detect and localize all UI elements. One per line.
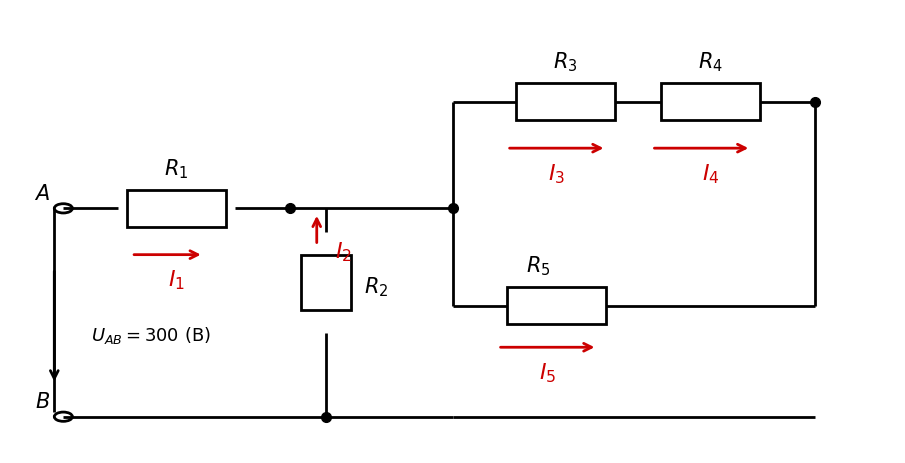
Text: $I_1$: $I_1$ (168, 269, 185, 292)
Bar (300, 255, 350, 310)
Text: $U_{AB} = 300\ (\text{В})$: $U_{AB} = 300\ (\text{В})$ (90, 325, 211, 346)
Text: $I_5$: $I_5$ (539, 361, 556, 385)
Bar (661, 83, 760, 120)
Text: $R_4$: $R_4$ (698, 50, 723, 74)
Text: $R_2$: $R_2$ (364, 275, 388, 299)
Text: B: B (35, 392, 50, 412)
Bar (507, 287, 606, 324)
Text: $I_3$: $I_3$ (548, 162, 565, 186)
Text: $R_3$: $R_3$ (553, 50, 578, 74)
Text: $I_2$: $I_2$ (335, 241, 352, 264)
Text: $R_1$: $R_1$ (165, 157, 188, 181)
Bar (127, 190, 226, 227)
Text: $R_5$: $R_5$ (526, 254, 551, 278)
Bar (516, 83, 615, 120)
Text: A: A (35, 184, 50, 204)
Text: $I_4$: $I_4$ (701, 162, 719, 186)
